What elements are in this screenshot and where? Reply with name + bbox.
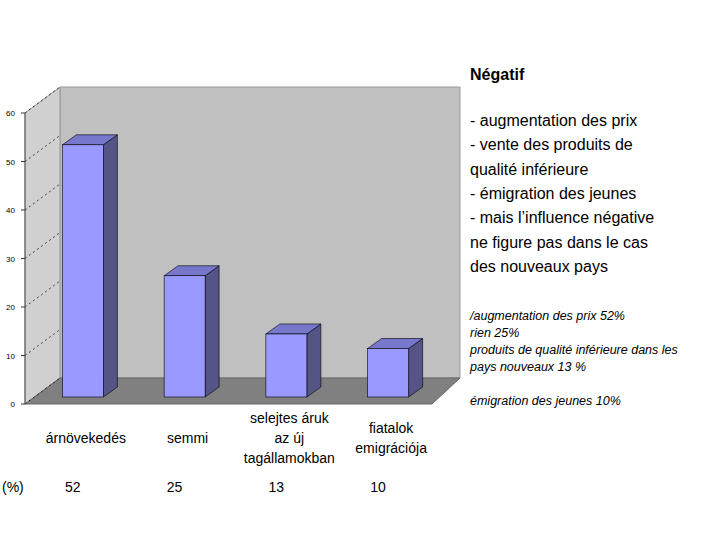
grid-line (25, 281, 60, 307)
bullet: - mais l’influence négative (470, 209, 654, 226)
tick (21, 210, 25, 211)
data-label: 13 (269, 479, 285, 495)
tick-label: 50 (6, 158, 15, 167)
grid-line (25, 184, 60, 210)
tick (21, 404, 25, 405)
bar-side (103, 135, 117, 397)
note: /augmentation des prix 52% (469, 309, 625, 323)
grid-line (25, 87, 60, 113)
title: Négatif (470, 66, 525, 83)
data-label: 25 (167, 479, 183, 495)
tick-label: 30 (6, 255, 15, 264)
tick-label: 0 (11, 400, 16, 409)
note: produits de qualité inférieure dans les (469, 343, 678, 357)
data-label: 52 (65, 479, 81, 495)
category-label: árnövekedés (46, 430, 126, 446)
side-wall (25, 87, 60, 404)
bullet: - augmentation des prix (470, 112, 637, 129)
category-label: semmi (167, 430, 208, 446)
category-label: selejtes árukaz újtagállamokban (244, 410, 335, 466)
tick-label: 10 (6, 352, 15, 361)
bar-top (62, 135, 117, 145)
row-label: (%) (2, 479, 24, 495)
bar-side (307, 324, 321, 397)
bullet: - vente des produits de (470, 136, 633, 153)
tick (21, 355, 25, 356)
chart: 0 10 20 30 40 50 60 árnövekedés semmi selejtes ár… (0, 0, 720, 540)
grid-line (25, 378, 60, 404)
bar-top (164, 266, 219, 276)
y-axis (25, 113, 26, 404)
grid-line (25, 233, 60, 259)
tick-label: 60 (6, 109, 15, 118)
bullet: qualité inférieure (470, 161, 588, 178)
bar (62, 145, 103, 397)
tick (21, 258, 25, 259)
bullet: ne figure pas dans le cas (470, 234, 648, 251)
data-label: 10 (370, 479, 386, 495)
note: rien 25% (470, 326, 519, 340)
bar-top (368, 339, 423, 349)
back-wall (60, 87, 460, 378)
tick-label: 20 (6, 303, 15, 312)
tick (21, 113, 25, 114)
grid-line (25, 136, 60, 162)
tick (21, 307, 25, 308)
bar (164, 276, 205, 397)
bar (266, 334, 307, 397)
grid-line (25, 330, 60, 356)
category-label: fiatalokemigrációja (355, 420, 427, 456)
bullet: des nouveaux pays (470, 258, 608, 275)
bullet: - émigration des jeunes (470, 185, 636, 202)
bar-side (205, 266, 219, 397)
note: émigration des jeunes 10% (470, 394, 621, 408)
note: pays nouveaux 13 % (469, 360, 586, 374)
bar-top (266, 324, 321, 334)
tick (21, 161, 25, 162)
tick-label: 40 (6, 206, 15, 215)
bar (368, 349, 409, 398)
bars (62, 135, 422, 397)
